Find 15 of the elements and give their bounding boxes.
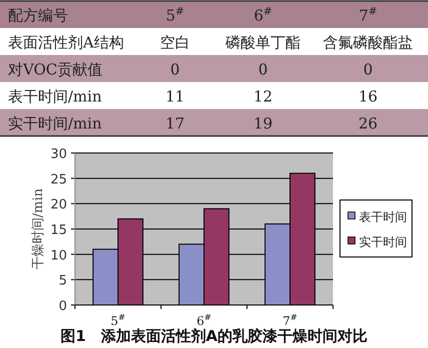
value-table: 配方编号 5$^{#}$ 6$^{#}$ 7$^{#}$ 表面活性剂A结构 空白 磷酸单丁酯 含氟磷酸酯盐 对VOC贡献值 0 0 0 表干时间/min 11 12 16 实干时间/min 17 19 26: [0, 0, 428, 137]
text: 图1 添加表面活性剂A的乳胶漆干燥时间对比: [60, 327, 368, 345]
x-tick-label: 7$^{#}$: [282, 312, 298, 328]
x-tick-label: 6$^{#}$: [196, 312, 212, 328]
y-tick-label: 10: [50, 248, 67, 264]
y-axis-title: 干燥时间/min: [31, 188, 46, 270]
y-tick-label: 5: [58, 274, 67, 289]
x-tick-label: 5$^{#}$: [110, 312, 126, 328]
y-tick-label: 25: [50, 172, 67, 188]
y-tick-label: 15: [50, 223, 67, 238]
y-tick-label: 20: [50, 198, 67, 213]
legend-label: 实干时间: [359, 235, 407, 249]
legend-label: 表干时间: [359, 210, 407, 224]
y-tick-label: 30: [50, 147, 67, 162]
y-tick-label: 0: [58, 299, 67, 314]
